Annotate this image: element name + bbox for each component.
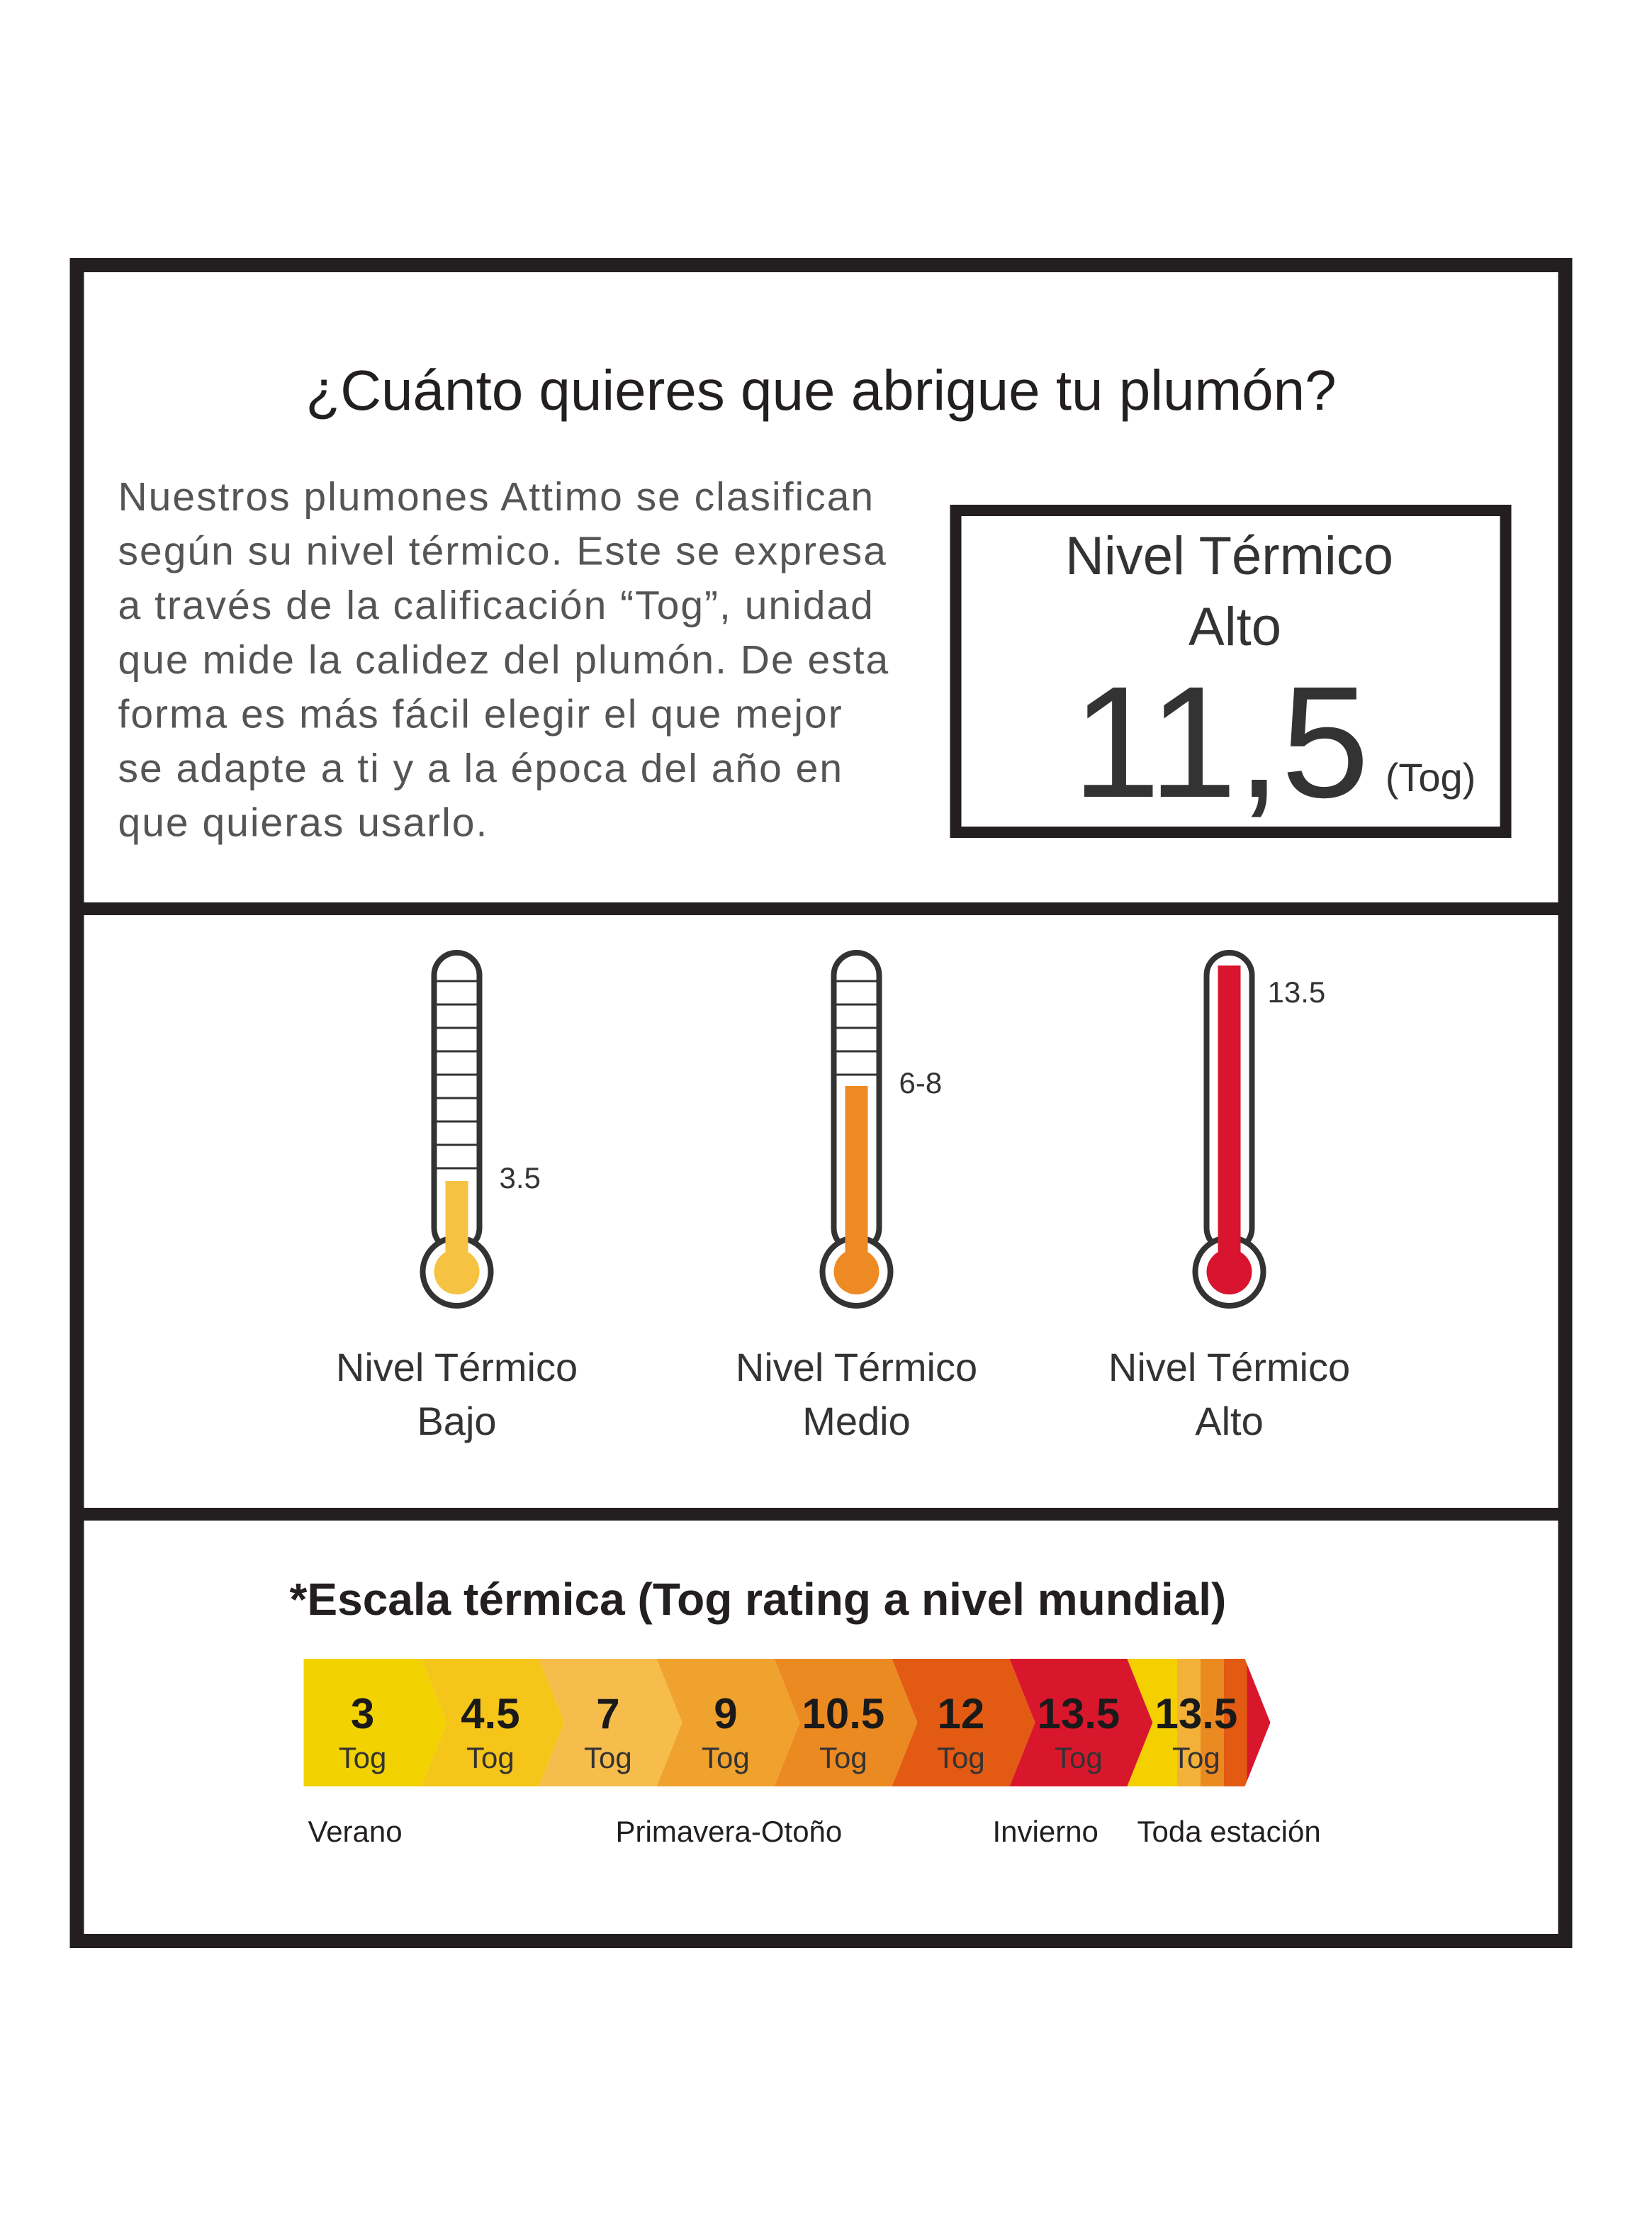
- thermo-value: 3.5: [500, 1161, 541, 1194]
- scale-step: [656, 1659, 800, 1786]
- thermo-label: Nivel Térmico: [1108, 1345, 1350, 1389]
- thermo-fill: [1218, 966, 1241, 1272]
- scale-value: 9: [714, 1690, 737, 1737]
- thermo-label: Nivel Térmico: [736, 1345, 977, 1389]
- scale-unit: Tog: [466, 1741, 515, 1774]
- scale-title: *Escala térmica (Tog rating a nivel mund…: [290, 1574, 1227, 1625]
- thermo-label: Medio: [802, 1399, 911, 1443]
- scale-unit: Tog: [584, 1741, 632, 1774]
- season-label: Primavera-Otoño: [616, 1815, 843, 1848]
- intro-line: que mide la calidez del plumón. De esta: [118, 637, 890, 683]
- rating-unit: (Tog): [1386, 755, 1476, 800]
- scale-step: [774, 1659, 918, 1786]
- scale-value: 13.5: [1038, 1690, 1120, 1737]
- scale-value: 10.5: [802, 1690, 885, 1737]
- thermo-value: 13.5: [1268, 975, 1326, 1009]
- scale-value: 7: [596, 1690, 619, 1737]
- thermo-fill: [845, 1086, 868, 1272]
- rating-box: [950, 505, 1512, 838]
- thermo-bulb-fill: [434, 1249, 480, 1294]
- scale-value: 4.5: [461, 1690, 519, 1737]
- thermo-value: 6-8: [899, 1066, 943, 1099]
- intro-line: Nuestros plumones Attimo se clasifican: [118, 474, 875, 520]
- intro-line: forma es más fácil elegir el que mejor: [118, 691, 843, 737]
- rating-value: 11,5: [1072, 654, 1369, 831]
- scale-step: [421, 1659, 565, 1786]
- thermo-bulb-fill: [1206, 1249, 1252, 1294]
- season-label: Invierno: [993, 1815, 1098, 1848]
- scale-step: [1127, 1659, 1271, 1786]
- scale-step: [1009, 1659, 1153, 1786]
- scale-value: 3: [351, 1690, 374, 1737]
- thermo-bulb-fill: [833, 1249, 880, 1294]
- scale-unit: Tog: [1055, 1741, 1103, 1774]
- outer-frame: [69, 258, 1573, 1948]
- thermo-label: Bajo: [417, 1399, 496, 1443]
- thermo-label: Alto: [1195, 1399, 1264, 1443]
- season-label: Toda estación: [1137, 1815, 1321, 1848]
- scale-step: [539, 1659, 682, 1786]
- intro-line: que quieras usarlo.: [118, 800, 489, 846]
- rating-label: Alto: [1189, 597, 1281, 657]
- thermo-label: Nivel Térmico: [336, 1345, 578, 1389]
- scale-unit: Tog: [819, 1741, 867, 1774]
- intro-line: se adapte a ti y a la época del año en: [118, 746, 844, 791]
- scale-step: [303, 1659, 447, 1786]
- rating-label: Nivel Térmico: [1065, 526, 1393, 586]
- scale-unit: Tog: [1172, 1741, 1220, 1774]
- scale-value: 13.5: [1155, 1690, 1238, 1737]
- scale-unit: Tog: [339, 1741, 387, 1774]
- title: ¿Cuánto quieres que abrigue tu plumón?: [305, 359, 1336, 422]
- scale-value: 12: [938, 1690, 985, 1737]
- scale-step: [892, 1659, 1035, 1786]
- intro-line: a través de la calificación “Tog”, unida…: [118, 583, 875, 628]
- scale-unit: Tog: [937, 1741, 985, 1774]
- season-label: Verano: [308, 1815, 403, 1848]
- intro-line: según su nivel térmico. Este se expresa: [118, 529, 888, 574]
- scale-unit: Tog: [702, 1741, 750, 1774]
